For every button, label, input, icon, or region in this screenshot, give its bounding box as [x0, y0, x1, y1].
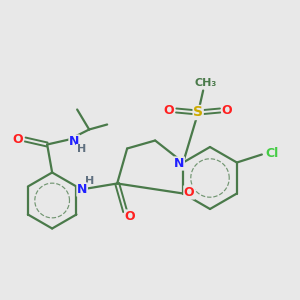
- Text: O: O: [184, 186, 194, 199]
- Text: CH₃: CH₃: [194, 79, 216, 88]
- Text: O: O: [13, 133, 23, 146]
- Text: H: H: [85, 176, 94, 185]
- Text: N: N: [69, 135, 79, 148]
- Text: S: S: [193, 106, 203, 119]
- Text: O: O: [222, 104, 232, 117]
- Text: O: O: [125, 210, 136, 223]
- Text: N: N: [174, 157, 184, 170]
- Text: H: H: [76, 145, 86, 154]
- Text: N: N: [77, 183, 87, 196]
- Text: Cl: Cl: [265, 147, 278, 160]
- Text: O: O: [164, 104, 175, 117]
